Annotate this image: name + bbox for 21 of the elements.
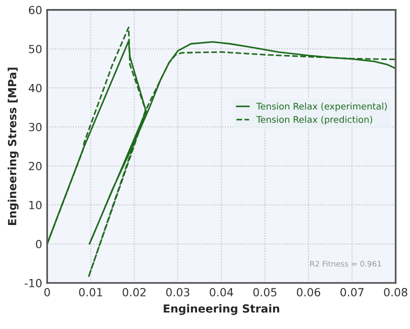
- x-tick-label: 0.08: [384, 288, 408, 296]
- x-tick-label: 0.04: [210, 288, 234, 296]
- y-tick-label: 50: [29, 44, 42, 54]
- x-tick-label: 0.07: [340, 288, 364, 296]
- y-tick-label: 40: [28, 84, 42, 92]
- x-axis-title: Engineering Strain: [164, 304, 280, 315]
- y-tick-label: 60: [28, 6, 42, 14]
- y-tick-label: 10: [29, 200, 42, 210]
- y-axis-title: Engineering Stress [MPa]: [8, 68, 19, 226]
- x-tick-label: 0.02: [122, 288, 146, 296]
- x-tick-label: 0.03: [166, 288, 190, 296]
- y-tick-label: 30: [28, 122, 42, 132]
- y-tick-label: 20: [28, 162, 42, 170]
- x-tick-label: 0: [44, 288, 50, 296]
- x-tick-label: 0.05: [253, 288, 276, 296]
- legend-label: Tension Relax (prediction): [256, 116, 372, 125]
- y-tick-label: -10: [24, 278, 42, 288]
- y-tick-label: 0: [36, 240, 42, 248]
- x-tick-label: 0.06: [296, 288, 320, 296]
- x-tick-label: 0.01: [79, 288, 102, 296]
- legend-label: Tension Relax (experimental): [256, 102, 387, 112]
